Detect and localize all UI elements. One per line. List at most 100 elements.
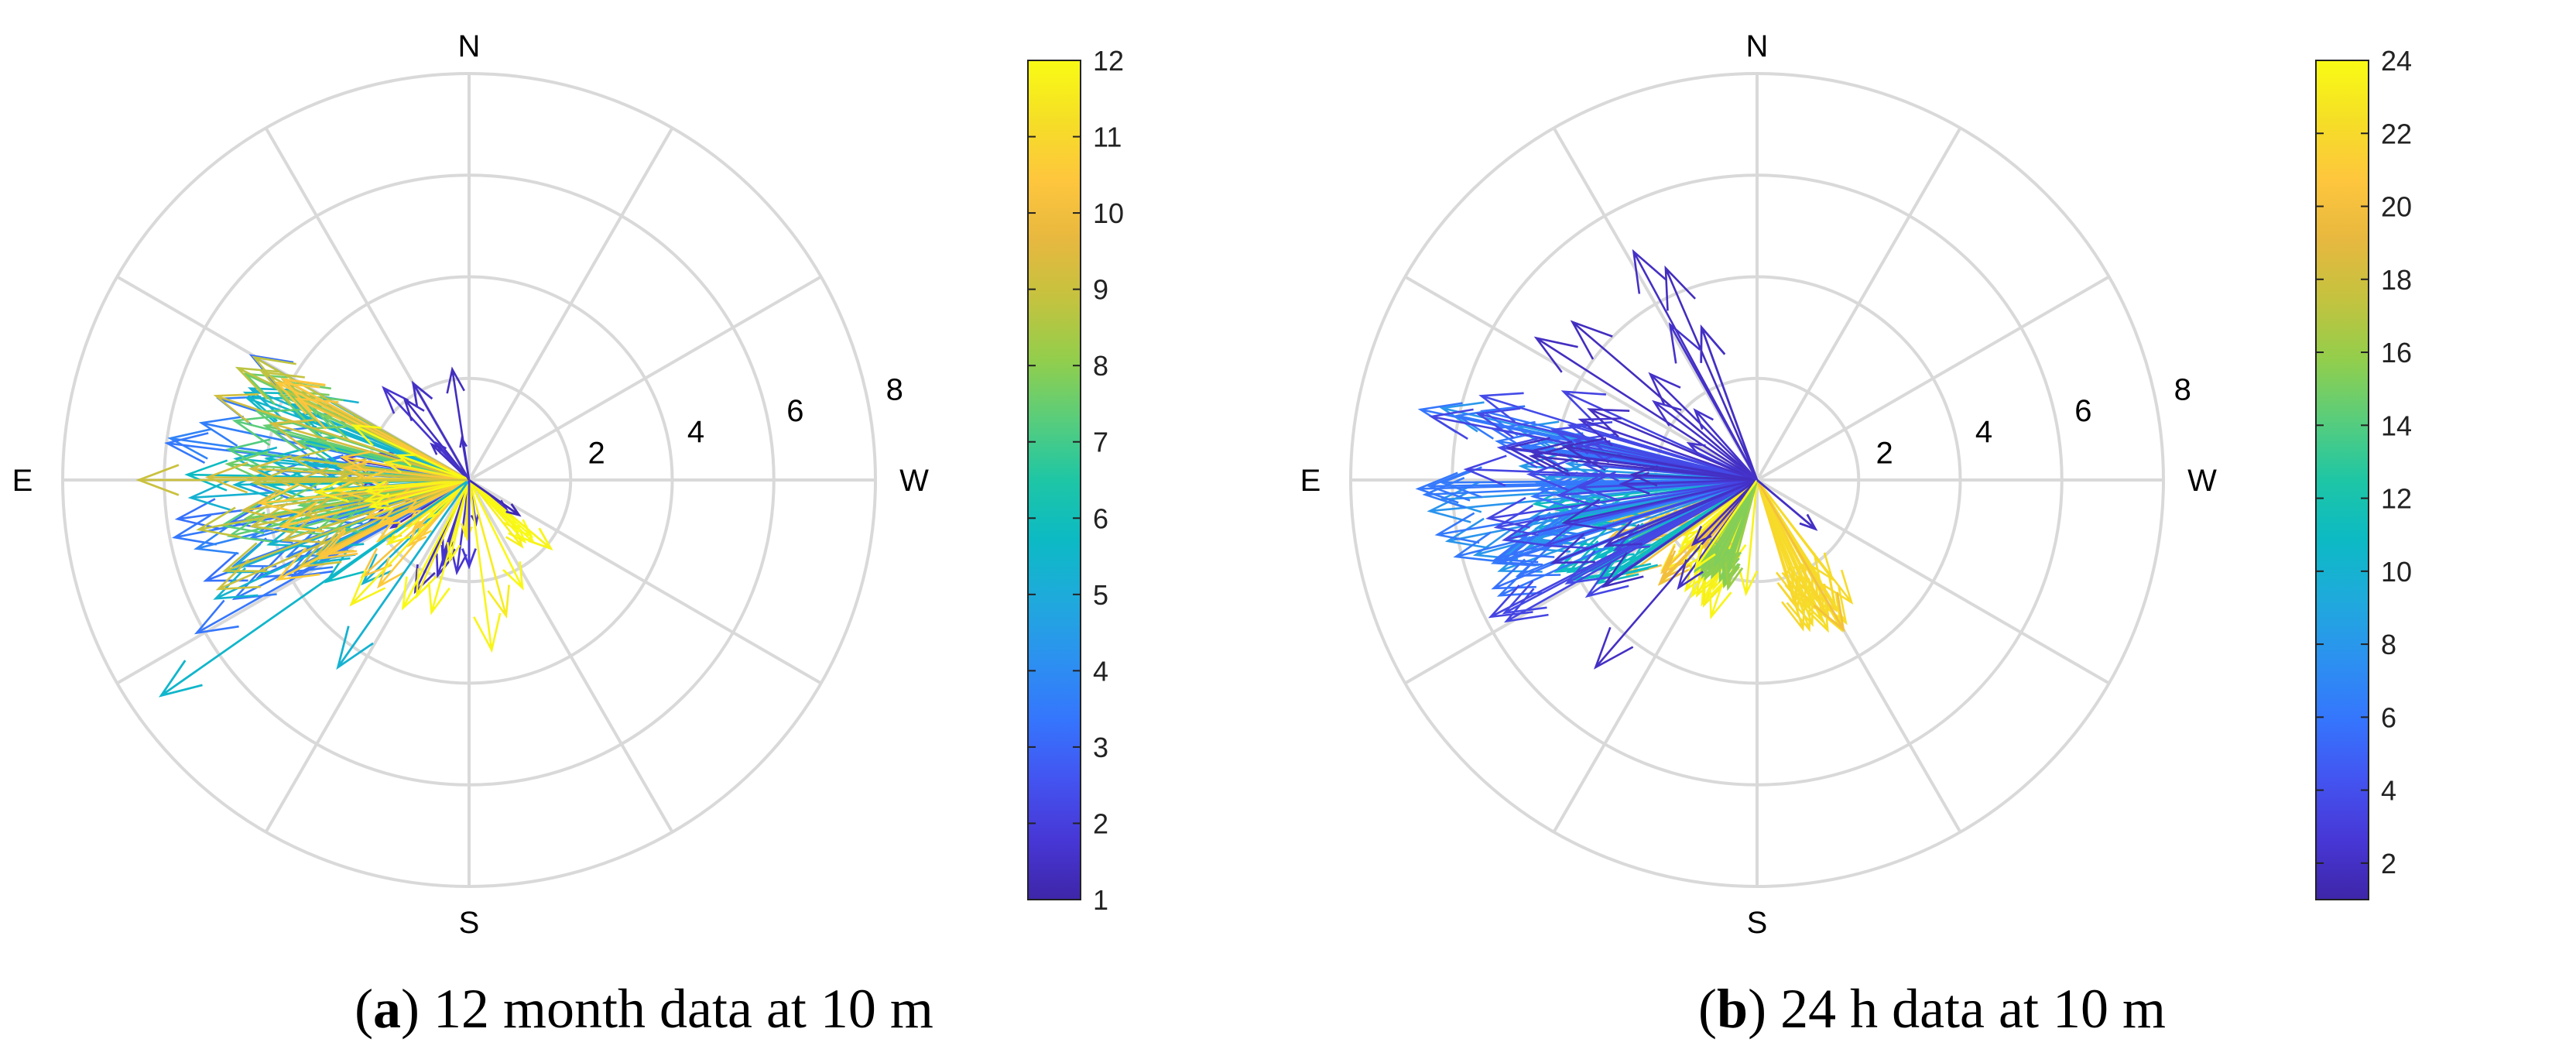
colorbar-tick-12: 12 [1093, 45, 1124, 77]
caption-b: (b) 24 h data at 10 m [1698, 978, 2166, 1040]
colorbar-tick-8: 8 [2381, 629, 2396, 660]
colorbar-gradient [1027, 60, 1081, 900]
arrow-b-g8-14 [1533, 336, 1758, 482]
label-west: W [2187, 464, 2217, 498]
colorbar-tick-14: 14 [2381, 410, 2412, 441]
arrow-b-g7-17 [1556, 476, 1758, 509]
arrow-a-g0-12 [446, 366, 471, 481]
arrow-b-g8-17 [1577, 417, 1758, 482]
colorbar-tick-5: 5 [1093, 579, 1108, 611]
arrow-b-g3-23 [1714, 479, 1759, 567]
colorbar-tick-4: 4 [1093, 655, 1108, 687]
colorbar-tick-6: 6 [1093, 502, 1108, 534]
radius-tick-2: 2 [588, 436, 605, 470]
arrow-b-n2 [1694, 479, 1759, 571]
panel-a: N W S E 2 4 6 8 1 2 3 4 5 6 7 8 9 10 11 12 (a) 12 month dat… [12, 29, 1124, 1040]
colorbar-tick-7: 7 [1093, 427, 1108, 458]
label-north: N [1746, 29, 1769, 63]
arrow-a-g6-17 [313, 477, 470, 503]
arrow-b-g8-7 [1570, 320, 1758, 481]
label-north: N [458, 29, 481, 63]
arrow-b-g7-23 [1502, 478, 1758, 615]
arrow-b-g8-13 [1601, 478, 1758, 588]
arrow-b-g7-20 [1485, 478, 1758, 529]
label-east: E [12, 464, 33, 498]
arrow-b-g8-11 [1652, 399, 1758, 482]
radius-tick-4: 4 [687, 415, 704, 449]
colorbar-tick-11: 11 [1093, 122, 1122, 153]
colorbar-tick-6: 6 [2381, 701, 2396, 733]
caption-a-label: a [373, 978, 402, 1040]
colorbar-tick-10: 10 [1093, 197, 1124, 229]
arrow-b-g8-12 [1693, 408, 1758, 481]
grid-ring [61, 72, 877, 888]
arrow-b-g1-23 [1756, 479, 1798, 609]
arrow-b-g7-14 [1560, 390, 1758, 482]
colorbar-tick-1: 1 [1093, 884, 1108, 916]
arrow-a-g0-23 [430, 442, 470, 481]
colorbar-tick-2: 2 [1093, 807, 1108, 839]
arrow-b-g0-7 [1738, 479, 1759, 597]
colorbar-tick-4: 4 [2381, 775, 2396, 807]
arrow-b-g8-15 [1550, 478, 1758, 564]
colorbar-tick-2: 2 [2381, 848, 2396, 879]
caption-b-text: 24 h data at 10 m [1780, 978, 2166, 1040]
arrow-b-g8-20 [1506, 437, 1758, 482]
arrow-b-g8-21 [1561, 437, 1758, 482]
radius-tick-6: 6 [2074, 394, 2091, 428]
arrow-a-g4-14 [269, 419, 470, 482]
arrow-a-n3 [411, 380, 471, 481]
arrow-b-g8-9 [1664, 265, 1759, 481]
arrow-a-g6-6 [468, 479, 502, 653]
arrow-a-g0-15 [382, 386, 470, 481]
arrow-a-g6-14 [396, 454, 470, 482]
arrow-b-g8-4 [1593, 479, 1758, 670]
radius-tick-4: 4 [1975, 415, 1992, 449]
colorbar-tick-10: 10 [2381, 556, 2412, 588]
arrow-b-g8-19 [1690, 479, 1758, 547]
arrow-a-n1 [336, 479, 471, 670]
arrow-field [135, 354, 553, 698]
arrow-a-g3-13 [231, 415, 470, 482]
arrow-a-g6-4 [468, 479, 524, 549]
arrow-a-n0 [158, 478, 470, 698]
colorbar-tick-22: 22 [2381, 118, 2412, 149]
arrow-b-g8-3 [1619, 471, 1758, 495]
arrow-a-g6-22 [468, 479, 524, 591]
arrow-b-g8-16 [1668, 322, 1759, 481]
radius-tick-8: 8 [886, 373, 903, 407]
panel-b: N W S E 2 4 6 8 2 4 6 8 10 12 14 16 18 20 22 24 (b) 24 h da… [1288, 0, 2576, 1056]
colorbar-tick-12: 12 [2381, 483, 2412, 515]
arrow-a-g5-15 [342, 459, 470, 482]
arrow-b-g8-6 [1561, 478, 1758, 530]
arrow-b-g7-2 [1567, 421, 1758, 482]
arrow-a-n4 [468, 478, 553, 551]
arrow-a-g5-19 [275, 381, 470, 482]
arrow-a-g6-12 [401, 479, 471, 611]
arrow-b-n1 [1725, 479, 1759, 591]
label-south: S [459, 906, 480, 940]
colorbar-tick-24: 24 [2381, 45, 2412, 77]
arrow-field [1415, 249, 1854, 670]
arrow-b-g8-23 [1686, 441, 1758, 482]
arrow-b-n0 [1756, 479, 1845, 633]
arrow-b-g8-5 [1587, 408, 1758, 482]
arrow-b-g7-18 [1543, 478, 1758, 550]
caption-a: (a) 12 month data at 10 m [355, 978, 933, 1040]
arrow-a-g6-21 [382, 458, 470, 482]
arrow-a-g5-21 [317, 478, 470, 557]
colorbar-tick-16: 16 [2381, 337, 2412, 369]
caption-a-text: 12 month data at 10 m [433, 978, 933, 1040]
arrow-b-g8-22 [1629, 465, 1758, 487]
arrow-a-g6-19 [349, 479, 470, 607]
arrow-b-g1-22 [1756, 479, 1811, 633]
radius-tick-8: 8 [2174, 373, 2191, 407]
caption-b-label: b [1717, 978, 1749, 1040]
label-west: W [899, 464, 929, 498]
colorbar-tick-18: 18 [2381, 264, 2412, 296]
arrow-a-g6-20 [446, 479, 471, 564]
arrow-a-g6-15 [362, 478, 470, 506]
arrow-b-n4 [1756, 478, 1818, 531]
